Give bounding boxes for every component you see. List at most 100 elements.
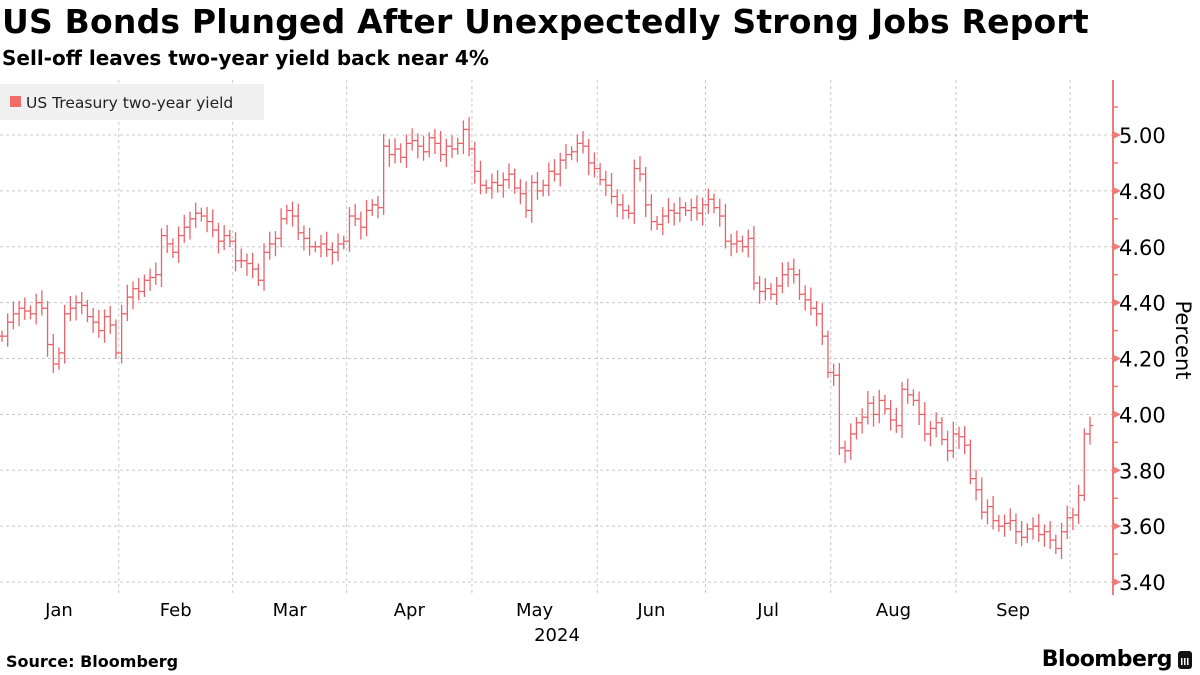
ohlc-bar [1069, 507, 1076, 531]
ohlc-bar [830, 363, 837, 386]
ohlc-bar [568, 146, 575, 161]
ohlc-bar [329, 242, 336, 265]
ohlc-bar [1024, 523, 1031, 543]
ohlc-bar [44, 300, 51, 357]
ohlc-bar [562, 143, 569, 170]
ohlc-bar [505, 163, 512, 189]
ohlc-bar [1052, 534, 1059, 555]
y-axis: 3.40 3.60 3.80 4.00 4.20 4.40 4.60 4.80 5.00 [1112, 80, 1166, 595]
ohlc-bar [881, 394, 888, 415]
ohlc-bar [397, 143, 404, 163]
ohlc-bar [431, 128, 438, 154]
ohlc-bar [790, 258, 797, 284]
ohlc-bar [728, 233, 735, 257]
ohlc-bar [357, 211, 364, 240]
ohlc-bar [619, 194, 626, 220]
x-tick-label: Jan [44, 600, 73, 621]
ohlc-bar [483, 179, 490, 194]
ohlc-bar [0, 330, 5, 342]
ohlc-bar [33, 293, 40, 325]
ohlc-bar [1030, 517, 1037, 540]
y-tick-label: 5.00 [1119, 124, 1166, 148]
ohlc-bar [192, 202, 199, 228]
ohlc-bar [785, 261, 792, 287]
y-tick-label: 3.60 [1119, 515, 1166, 539]
ohlc-bar [716, 198, 723, 227]
ohlc-bar [859, 408, 866, 434]
ohlc-bar [4, 313, 11, 347]
bloomberg-terminal-icon [1178, 650, 1192, 669]
ohlc-bar [1001, 514, 1008, 537]
y-tick-label: 4.60 [1119, 236, 1166, 260]
ohlc-bar [67, 295, 74, 322]
y-tick-label: 4.40 [1119, 292, 1166, 316]
ohlc-bar [682, 202, 689, 217]
ohlc-bar [340, 235, 347, 250]
y-tick [1113, 522, 1121, 531]
ohlc-bar [443, 138, 450, 167]
y-tick-label: 3.80 [1119, 459, 1166, 483]
ohlc-bar [722, 203, 729, 249]
ohlc-bar [551, 159, 558, 182]
ohlc-bar [141, 274, 148, 298]
ohlc-bar [534, 171, 541, 200]
ohlc-bar [198, 207, 205, 222]
ohlc-bar [186, 211, 193, 240]
ohlc-bar [608, 172, 615, 204]
ohlc-bar [597, 162, 604, 186]
x-tick-label: Mar [273, 600, 308, 621]
ohlc-bar [414, 133, 421, 159]
ohlc-bar [847, 423, 854, 460]
ohlc-bar [967, 439, 974, 485]
ohlc-bar [842, 440, 849, 464]
ohlc-bar [1012, 513, 1019, 545]
legend-background [0, 84, 264, 120]
ohlc-bar [460, 120, 467, 154]
ohlc-bar [813, 300, 820, 327]
ohlc-bar [204, 207, 211, 233]
ohlc-bar [323, 231, 330, 257]
ohlc-bar [557, 152, 564, 187]
ohlc-bar [876, 389, 883, 424]
ohlc-bar [1035, 513, 1042, 542]
ohlc-bar [90, 307, 97, 333]
ohlc-bar [335, 233, 342, 262]
ohlc-bar [528, 175, 535, 223]
x-tick-label: Jun [636, 600, 665, 621]
ohlc-bar [950, 421, 957, 458]
ohlc-bar [711, 193, 718, 214]
x-tick-label: Feb [160, 600, 192, 621]
ohlc-bar [346, 207, 353, 252]
ohlc-bar [819, 303, 826, 346]
ohlc-bar [910, 389, 917, 407]
ohlc-bar [944, 430, 951, 462]
series-bars [0, 117, 1093, 560]
ohlc-bar [403, 134, 410, 168]
ohlc-bar [745, 229, 752, 258]
ohlc-bar [369, 199, 376, 217]
ohlc-bar [802, 285, 809, 311]
ohlc-bar [221, 224, 228, 251]
ohlc-bar [580, 131, 587, 154]
ohlc-bar [893, 407, 900, 433]
ohlc-bar [961, 426, 968, 455]
ohlc-bar [10, 301, 17, 330]
ohlc-bar [95, 309, 102, 338]
x-axis: Jan Feb Mar Apr May Jun Jul Aug Sep [44, 600, 1030, 621]
ohlc-bar [300, 225, 307, 251]
legend: US Treasury two-year yield [0, 84, 264, 120]
y-tick-label: 4.00 [1119, 403, 1166, 427]
ohlc-bar [978, 477, 985, 520]
ohlc-bar [676, 197, 683, 223]
y-tick-label: 4.20 [1119, 348, 1166, 372]
ohlc-bar [648, 194, 655, 231]
ohlc-bar [84, 299, 91, 323]
chart-subtitle: Sell-off leaves two-year yield back near… [2, 46, 489, 70]
ohlc-bar [500, 172, 507, 198]
ohlc-bar [973, 469, 980, 501]
ohlc-bar [693, 195, 700, 221]
ohlc-bar [243, 253, 250, 276]
ohlc-bar [449, 135, 456, 158]
ohlc-bar [614, 189, 621, 218]
